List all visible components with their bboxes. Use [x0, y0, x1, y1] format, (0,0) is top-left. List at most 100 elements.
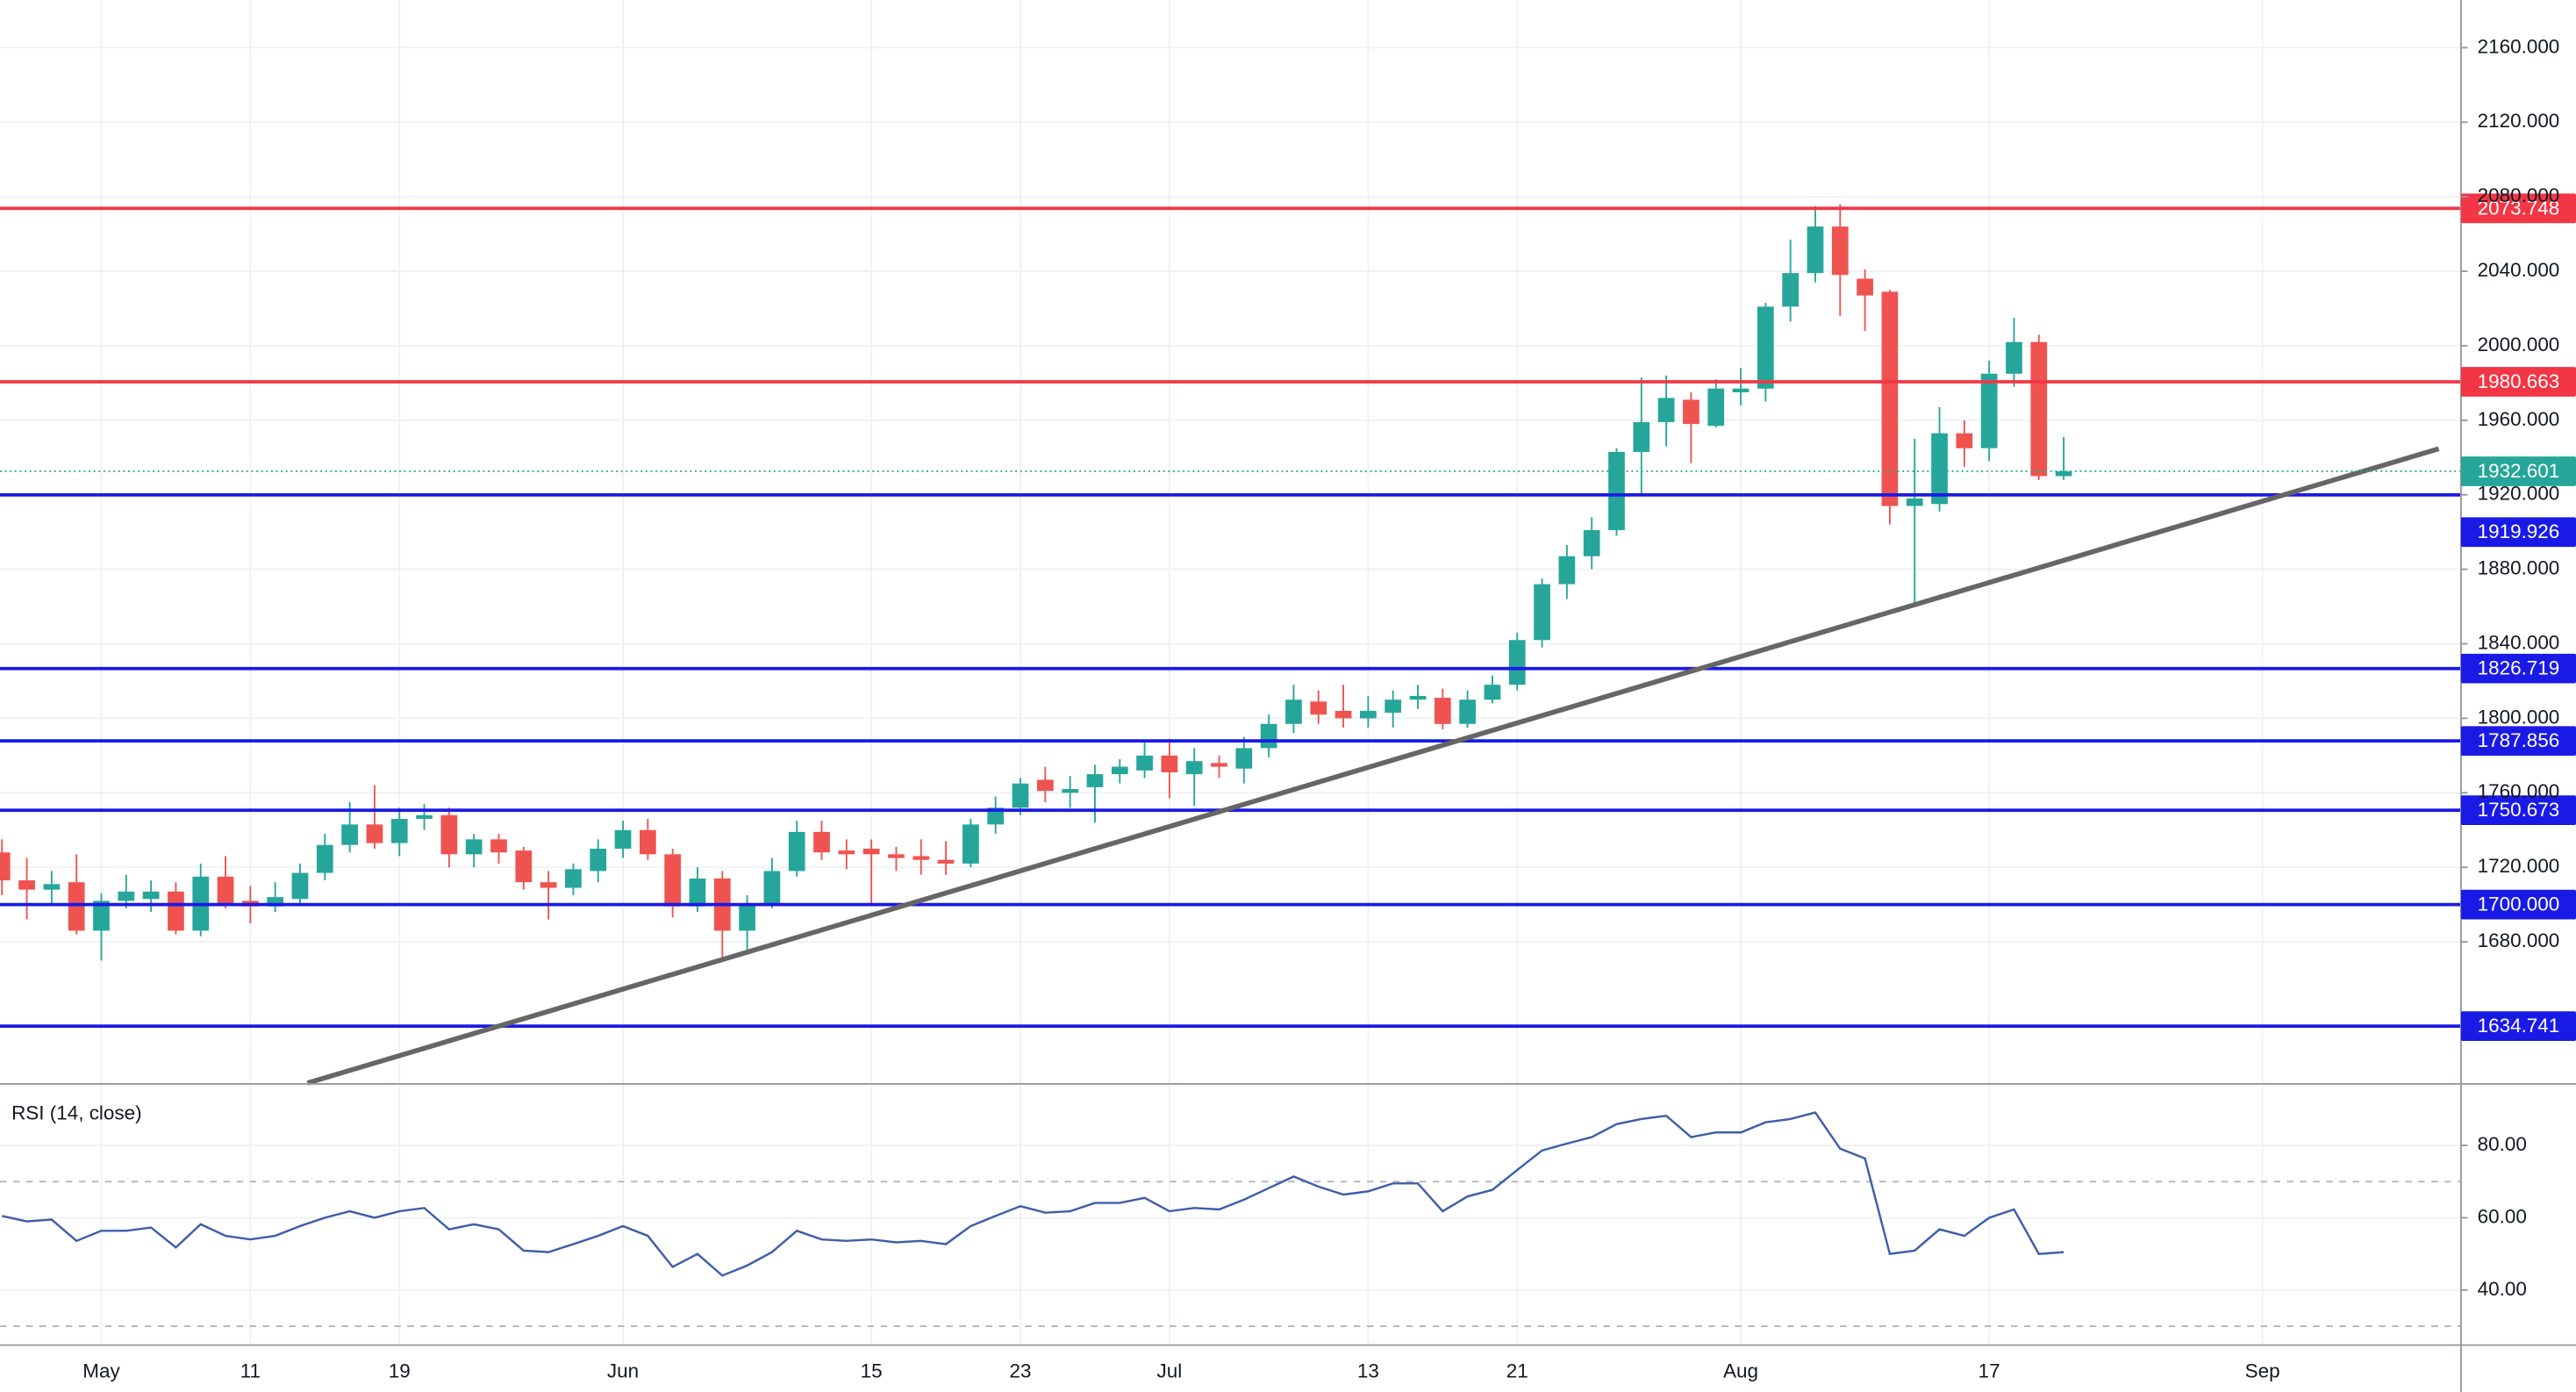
candle-body — [739, 904, 755, 931]
candle-body — [813, 831, 830, 853]
candle-body — [763, 871, 781, 905]
candle-body — [1161, 755, 1178, 772]
candle-body — [689, 878, 706, 907]
y-tick-label: 1800.000 — [2478, 706, 2560, 728]
level-tag: 1634.741 — [2478, 1015, 2560, 1037]
level-tag-bg — [2460, 795, 2576, 825]
level-tag-bg — [2460, 193, 2576, 224]
candle-body — [1732, 388, 1750, 392]
candle-body — [962, 824, 979, 864]
y-tick-label: 2120.000 — [2478, 110, 2560, 132]
candle-body — [1360, 710, 1377, 719]
x-tick-label: Sep — [2245, 1360, 2280, 1381]
candle-body — [2055, 470, 2072, 477]
candle-body — [1235, 748, 1253, 769]
candle-body — [0, 852, 11, 881]
level-tag: 1787.856 — [2478, 729, 2560, 751]
trendline — [306, 446, 2440, 1086]
level-tag: 1919.926 — [2478, 520, 2560, 542]
candle-body — [1558, 556, 1576, 585]
level-tag: 1826.719 — [2478, 657, 2560, 679]
candle-body — [1956, 433, 1973, 448]
candle-body — [1111, 766, 1128, 775]
candle-body — [1484, 685, 1501, 700]
level-tag: 2073.748 — [2478, 197, 2560, 219]
level-tag-bg — [2460, 726, 2576, 757]
price-tags: 2073.748 1980.663 1932.601 1919.926 1826.719… — [2460, 193, 2576, 1041]
candle-body — [1807, 226, 1824, 274]
candle-body — [118, 891, 135, 901]
candle-body — [267, 897, 284, 907]
x-tick-label: Jun — [607, 1360, 639, 1381]
candle-body — [93, 900, 110, 931]
x-tick-label: 13 — [1357, 1360, 1379, 1381]
candle-body — [1857, 278, 1873, 296]
x-tick-label: 19 — [389, 1360, 411, 1381]
candle-body — [1931, 433, 1948, 505]
x-tick-label: 23 — [1010, 1360, 1032, 1381]
y-tick-label: 1840.000 — [2478, 631, 2560, 653]
candle-body — [590, 848, 607, 872]
y-tick-label: 1760.000 — [2478, 780, 2560, 802]
plot — [0, 204, 2461, 1277]
y-tick-label: 1960.000 — [2478, 408, 2560, 430]
y-tick-label: 2040.000 — [2478, 259, 2560, 281]
candle-body — [1036, 779, 1054, 792]
y-tick-label: 1880.000 — [2478, 557, 2560, 579]
candle-body — [1831, 226, 1849, 276]
candle-body — [440, 814, 458, 855]
candle-body — [1185, 761, 1203, 775]
y-tick-label: 80.00 — [2478, 1133, 2527, 1155]
level-tag: 1700.000 — [2478, 893, 2560, 915]
candle-body — [664, 854, 682, 907]
y-tick-label: 40.00 — [2478, 1278, 2527, 1300]
candle-body — [1459, 700, 1476, 724]
candle-body — [937, 859, 955, 864]
candle-body — [341, 824, 358, 845]
level-tag: 1750.673 — [2478, 799, 2560, 821]
candle-body — [416, 814, 433, 820]
y-tick-label: 60.00 — [2478, 1205, 2527, 1227]
candle-body — [1633, 421, 1650, 452]
level-tag-bg — [2460, 889, 2576, 920]
candle-body — [1980, 373, 1998, 448]
candle-body — [390, 819, 408, 843]
candle-body — [1012, 783, 1029, 808]
candle-body — [1757, 306, 1774, 389]
candle-body — [1335, 710, 1352, 719]
x-tick-label: Aug — [1723, 1360, 1758, 1381]
candle-body — [2006, 341, 2022, 374]
candle-body — [2030, 341, 2048, 477]
x-tick-label: 21 — [1506, 1360, 1528, 1381]
y-tick-label: 1720.000 — [2478, 855, 2560, 877]
candle-body — [1508, 640, 1526, 685]
x-tick-label: May — [82, 1360, 120, 1381]
grid — [0, 0, 2461, 1345]
y-tick-label: 2080.000 — [2478, 184, 2560, 206]
level-tag-bg — [2460, 653, 2576, 684]
candle-body — [465, 839, 483, 855]
candle-body — [68, 882, 85, 931]
candle-body — [316, 844, 333, 873]
candle-body — [1534, 584, 1550, 641]
candle-body — [1583, 530, 1600, 556]
level-tag-bg — [2460, 1011, 2576, 1041]
candle-body — [540, 882, 557, 888]
candle-body — [1211, 763, 1227, 767]
candle-body — [614, 829, 632, 849]
candle-body — [888, 854, 905, 858]
candle-body — [1062, 789, 1079, 793]
candle-body — [1409, 695, 1427, 700]
candle-body — [142, 891, 160, 900]
candle-body — [912, 856, 930, 860]
candle-body — [291, 872, 309, 900]
candle-body — [1683, 399, 1699, 425]
y-tick-label: 2000.000 — [2478, 334, 2560, 355]
rsi-line — [1, 1111, 2064, 1277]
x-tick-label: 17 — [1979, 1360, 2000, 1381]
indicator-title: RSI (14, close) — [11, 1101, 141, 1123]
candle-body — [1881, 291, 1899, 506]
candle-body — [1136, 755, 1153, 771]
candle-body — [1608, 451, 1625, 531]
